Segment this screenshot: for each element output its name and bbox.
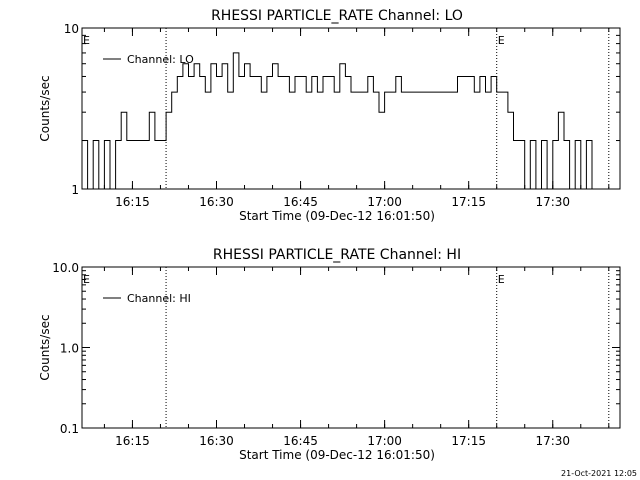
chart-title: RHESSI PARTICLE_RATE Channel: HI [213, 247, 461, 263]
y-tick-label: 10 [64, 22, 79, 36]
start-marker-label: E [83, 34, 90, 47]
x-axis-label: Start Time (09-Dec-12 16:01:50) [239, 209, 435, 223]
x-tick-label: 16:30 [199, 434, 234, 448]
y-tick-label: 10.0 [52, 261, 79, 275]
x-tick-label: 17:15 [451, 434, 486, 448]
panel-hi: RHESSI PARTICLE_RATE Channel: HI 16:15 16:… [38, 247, 621, 462]
y-tick-label: 0.1 [60, 422, 79, 436]
y-tick-label: 1 [71, 183, 79, 197]
x-axis-label: Start Time (09-Dec-12 16:01:50) [239, 448, 435, 462]
panel-lo: RHESSI PARTICLE_RATE Channel: LO 16:15 16:… [38, 8, 621, 223]
time-marker-label: E [498, 34, 505, 47]
x-tick-label: 17:00 [367, 195, 402, 209]
x-tick-label: 17:30 [535, 195, 570, 209]
series-line [82, 52, 615, 190]
time-marker-label: E [498, 273, 505, 286]
y-axis-label: Counts/sec [38, 314, 52, 380]
plot-timestamp: 21-Oct-2021 12:05 [561, 469, 637, 478]
start-marker-label: E [83, 273, 90, 286]
y-tick-label: 1.0 [60, 342, 79, 356]
x-tick-label: 17:30 [535, 434, 570, 448]
y-axis-label: Counts/sec [38, 75, 52, 141]
x-tick-label: 17:00 [367, 434, 402, 448]
chart-title: RHESSI PARTICLE_RATE Channel: LO [211, 8, 463, 24]
x-tick-label: 16:45 [283, 195, 318, 209]
x-tick-label: 16:15 [115, 195, 150, 209]
x-tick-label: 16:30 [199, 195, 234, 209]
x-tick-label: 16:15 [115, 434, 150, 448]
legend-label: Channel: LO [127, 53, 194, 66]
x-tick-label: 17:15 [451, 195, 486, 209]
legend-label: Channel: HI [127, 292, 191, 305]
x-tick-label: 16:45 [283, 434, 318, 448]
plot-frame [81, 27, 621, 190]
